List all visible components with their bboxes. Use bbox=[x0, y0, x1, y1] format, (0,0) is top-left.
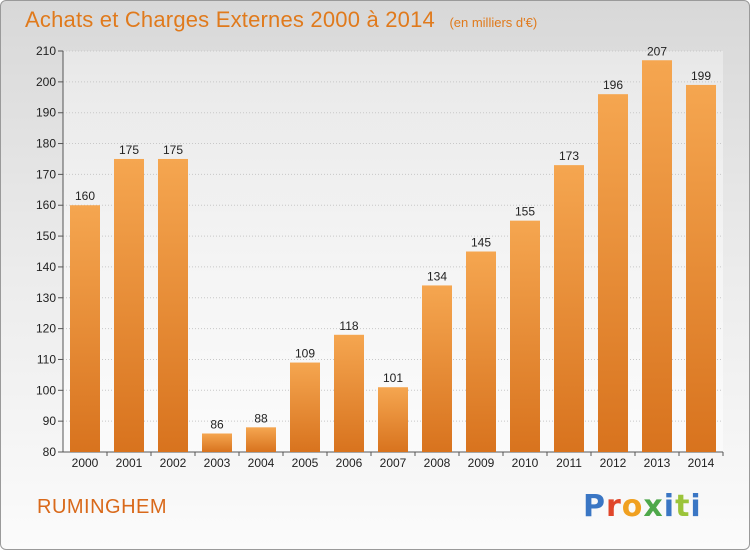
data-label: 101 bbox=[383, 371, 403, 385]
bar bbox=[422, 285, 452, 452]
bar bbox=[246, 427, 276, 452]
data-label: 196 bbox=[603, 78, 623, 92]
bar bbox=[510, 220, 540, 452]
x-tick-label: 2007 bbox=[380, 456, 407, 470]
bar bbox=[686, 84, 716, 452]
y-tick-label: 160 bbox=[36, 198, 56, 212]
data-label: 199 bbox=[691, 69, 711, 83]
y-tick-label: 180 bbox=[36, 137, 56, 151]
y-tick-label: 190 bbox=[36, 106, 56, 120]
x-tick-label: 2006 bbox=[336, 456, 363, 470]
y-tick-label: 170 bbox=[36, 167, 56, 181]
y-tick-label: 210 bbox=[36, 44, 56, 58]
x-tick-label: 2001 bbox=[116, 456, 143, 470]
data-label: 109 bbox=[295, 347, 315, 361]
x-tick-label: 2009 bbox=[468, 456, 495, 470]
data-label: 173 bbox=[559, 149, 579, 163]
y-tick-label: 140 bbox=[36, 260, 56, 274]
x-tick-label: 2005 bbox=[292, 456, 319, 470]
x-tick-label: 2000 bbox=[72, 456, 99, 470]
y-tick-label: 100 bbox=[36, 383, 56, 397]
y-tick-label: 90 bbox=[43, 414, 57, 428]
y-tick-label: 200 bbox=[36, 75, 56, 89]
y-tick-label: 120 bbox=[36, 322, 56, 336]
y-tick-label: 80 bbox=[43, 445, 57, 459]
data-label: 155 bbox=[515, 205, 535, 219]
chart-unit: (en milliers d'€) bbox=[449, 15, 538, 30]
bar bbox=[114, 158, 144, 452]
data-label: 175 bbox=[119, 143, 139, 157]
town-name: RUMINGHEM bbox=[37, 496, 168, 518]
x-tick-label: 2014 bbox=[688, 456, 715, 470]
data-label: 175 bbox=[163, 143, 183, 157]
y-tick-label: 110 bbox=[37, 352, 56, 366]
x-tick-label: 2010 bbox=[512, 456, 539, 470]
proxiti-logo: Proxiti bbox=[583, 489, 702, 524]
chart-header: Achats et Charges Externes 2000 à 2014 (… bbox=[25, 7, 537, 33]
bar bbox=[598, 94, 628, 452]
bar bbox=[554, 165, 584, 452]
data-label: 160 bbox=[75, 189, 95, 203]
bar bbox=[466, 251, 496, 452]
bar bbox=[202, 433, 232, 452]
chart-title: Achats et Charges Externes 2000 à 2014 bbox=[25, 7, 435, 32]
y-tick-label: 130 bbox=[36, 291, 56, 305]
bar bbox=[158, 158, 188, 452]
data-label: 207 bbox=[647, 44, 667, 58]
x-tick-label: 2002 bbox=[160, 456, 187, 470]
data-label: 86 bbox=[210, 417, 224, 431]
bar bbox=[290, 362, 320, 452]
bar bbox=[642, 60, 672, 452]
data-label: 134 bbox=[427, 269, 447, 283]
x-tick-label: 2012 bbox=[600, 456, 627, 470]
x-tick-label: 2008 bbox=[424, 456, 451, 470]
data-label: 118 bbox=[339, 319, 358, 333]
data-label: 88 bbox=[254, 411, 268, 425]
bar bbox=[70, 205, 100, 452]
bar bbox=[334, 334, 364, 452]
y-tick-label: 150 bbox=[36, 229, 56, 243]
x-tick-label: 2003 bbox=[204, 456, 231, 470]
data-label: 145 bbox=[471, 236, 491, 250]
x-tick-label: 2011 bbox=[556, 456, 582, 470]
bar bbox=[378, 387, 408, 452]
x-tick-label: 2004 bbox=[248, 456, 275, 470]
x-tick-label: 2013 bbox=[644, 456, 671, 470]
